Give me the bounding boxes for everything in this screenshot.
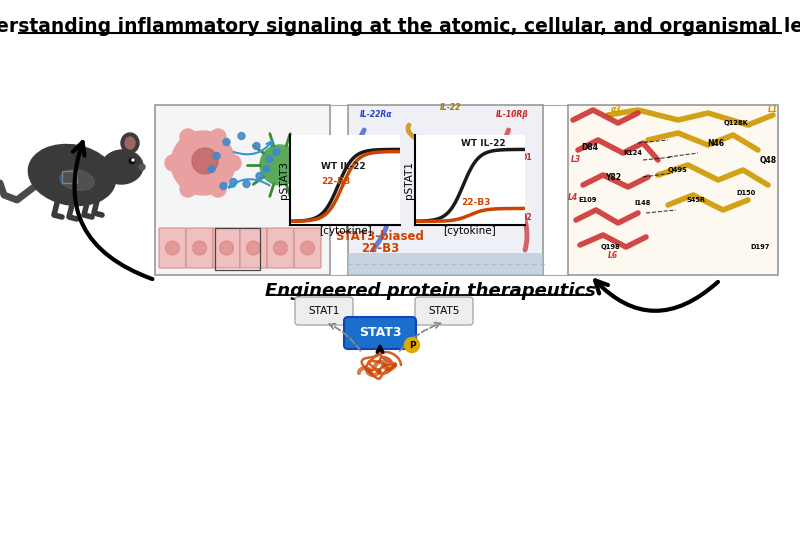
Text: IL-22: IL-22 (440, 103, 462, 112)
Circle shape (405, 338, 419, 352)
Text: D2: D2 (520, 213, 532, 222)
Bar (448, 160, 508, 215)
Circle shape (273, 148, 280, 156)
Text: α3: α3 (610, 105, 622, 114)
Text: L1: L1 (768, 105, 778, 114)
Circle shape (219, 241, 234, 255)
Circle shape (139, 164, 145, 170)
Circle shape (165, 155, 181, 171)
FancyArrowPatch shape (73, 142, 152, 279)
Circle shape (213, 152, 220, 160)
FancyBboxPatch shape (267, 228, 294, 268)
Text: L6: L6 (608, 250, 618, 259)
Text: IL-22Rα: IL-22Rα (360, 110, 393, 119)
Circle shape (256, 172, 263, 180)
Text: Q198: Q198 (600, 244, 620, 250)
Circle shape (225, 155, 241, 171)
Circle shape (220, 183, 227, 189)
Circle shape (266, 156, 273, 162)
Circle shape (171, 131, 235, 195)
Circle shape (180, 129, 196, 145)
FancyBboxPatch shape (294, 228, 321, 268)
Bar (62, 171, 77, 183)
Text: N46: N46 (707, 138, 725, 147)
Circle shape (238, 133, 245, 139)
Bar (568, 105, 778, 275)
FancyBboxPatch shape (344, 317, 416, 349)
Bar (155, 105, 330, 275)
Circle shape (230, 179, 237, 185)
Y-axis label: pSTAT1: pSTAT1 (404, 161, 414, 199)
FancyBboxPatch shape (415, 297, 473, 325)
Text: Y82: Y82 (605, 172, 621, 181)
Text: Engineered protein therapeutics: Engineered protein therapeutics (265, 282, 595, 300)
Text: IL-10Rβ: IL-10Rβ (496, 110, 529, 119)
Text: STAT5: STAT5 (428, 306, 460, 316)
Text: E109: E109 (579, 197, 597, 203)
FancyBboxPatch shape (213, 228, 240, 268)
Text: L3: L3 (571, 156, 581, 165)
Circle shape (129, 158, 134, 164)
FancyBboxPatch shape (295, 297, 353, 325)
FancyBboxPatch shape (240, 228, 267, 268)
Circle shape (253, 142, 260, 150)
Ellipse shape (28, 144, 116, 206)
Text: K124: K124 (623, 150, 642, 156)
Circle shape (210, 129, 226, 145)
Circle shape (223, 138, 230, 146)
Text: Understanding inflammatory signaling at the atomic, cellular, and organismal lev: Understanding inflammatory signaling at … (0, 17, 800, 36)
Bar (215, 228, 260, 270)
X-axis label: [cytokine]: [cytokine] (444, 226, 496, 236)
FancyBboxPatch shape (186, 228, 213, 268)
Circle shape (132, 159, 134, 161)
Text: STAT3-biased: STAT3-biased (335, 230, 425, 243)
Circle shape (166, 241, 179, 255)
Text: D150: D150 (736, 190, 756, 196)
Circle shape (246, 241, 261, 255)
Bar (348, 105, 543, 275)
Text: D84: D84 (582, 142, 598, 152)
Circle shape (243, 180, 250, 188)
Ellipse shape (60, 170, 94, 190)
Text: P: P (409, 340, 415, 349)
Ellipse shape (101, 150, 143, 184)
Y-axis label: pSTAT3: pSTAT3 (278, 161, 289, 199)
Text: WT IL-22: WT IL-22 (321, 162, 366, 171)
Text: WT IL-22: WT IL-22 (462, 139, 506, 148)
Text: Q49S: Q49S (668, 167, 688, 173)
Circle shape (180, 181, 196, 197)
Circle shape (210, 181, 226, 197)
FancyBboxPatch shape (159, 228, 186, 268)
Text: S45R: S45R (686, 197, 706, 203)
Ellipse shape (121, 133, 139, 153)
Text: D1: D1 (356, 153, 368, 162)
Text: D1: D1 (520, 153, 532, 162)
Text: STAT1: STAT1 (308, 306, 340, 316)
Text: I148: I148 (635, 200, 651, 206)
Text: 22-B3: 22-B3 (361, 242, 399, 255)
Text: L4: L4 (568, 193, 578, 202)
Text: D2: D2 (356, 213, 368, 222)
Text: 22-B3: 22-B3 (462, 198, 490, 207)
Text: STAT3: STAT3 (358, 326, 402, 339)
Bar (348, 253, 543, 275)
Circle shape (301, 241, 314, 255)
Circle shape (260, 145, 300, 185)
Circle shape (192, 148, 218, 174)
Text: 22-B3: 22-B3 (321, 178, 350, 186)
Text: D197: D197 (750, 244, 770, 250)
FancyArrowPatch shape (595, 281, 718, 311)
X-axis label: [cytokine]: [cytokine] (318, 226, 371, 236)
Circle shape (208, 166, 215, 172)
Text: Q48: Q48 (759, 156, 777, 165)
Ellipse shape (125, 137, 135, 149)
Circle shape (274, 241, 287, 255)
Circle shape (263, 166, 270, 172)
Text: Q128K: Q128K (724, 120, 748, 126)
Circle shape (193, 241, 206, 255)
